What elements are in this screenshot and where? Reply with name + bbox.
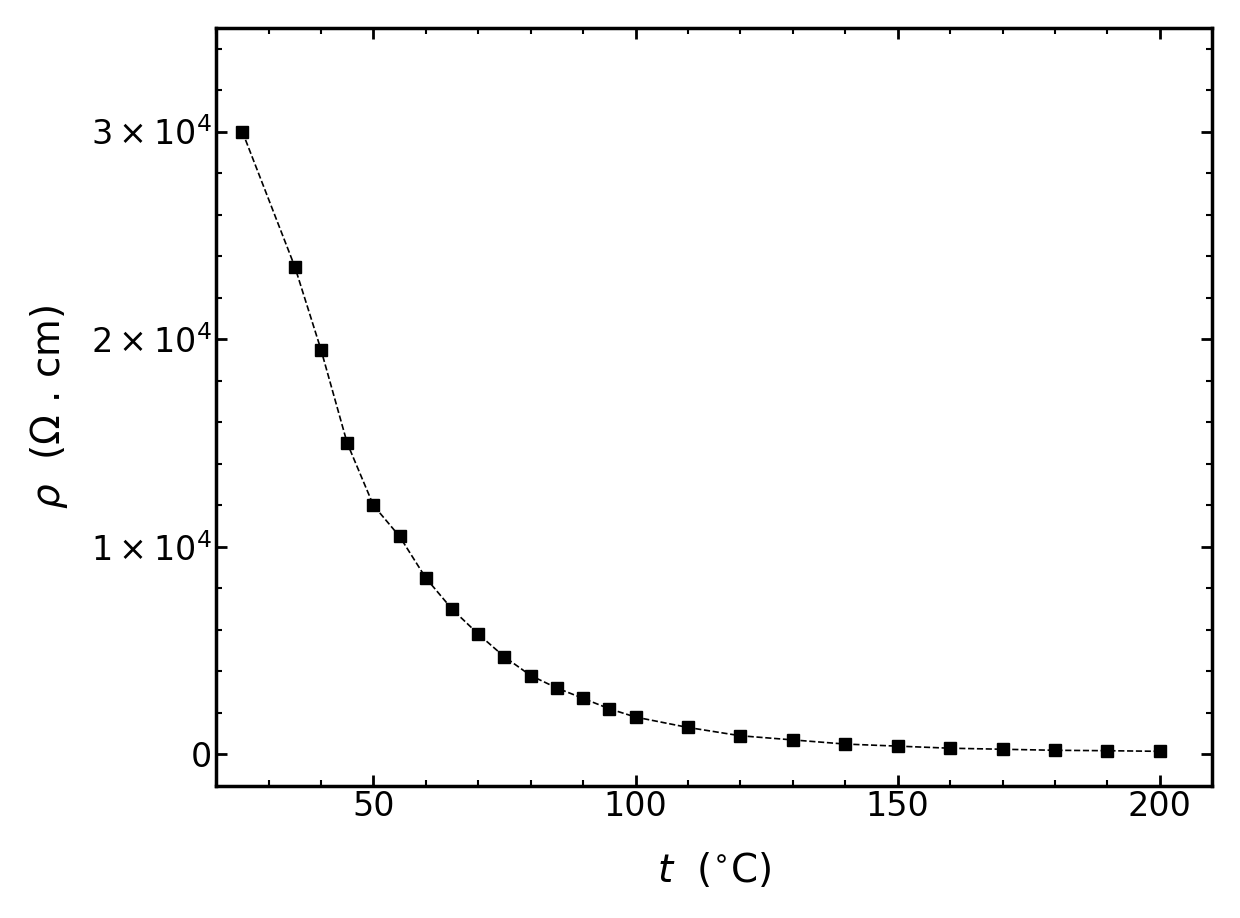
Y-axis label: $\rho$  ($\Omega$ . cm): $\rho$ ($\Omega$ . cm) — [27, 305, 69, 509]
X-axis label: $\mathit{t}$  ($^{\circ}$C): $\mathit{t}$ ($^{\circ}$C) — [657, 851, 771, 890]
